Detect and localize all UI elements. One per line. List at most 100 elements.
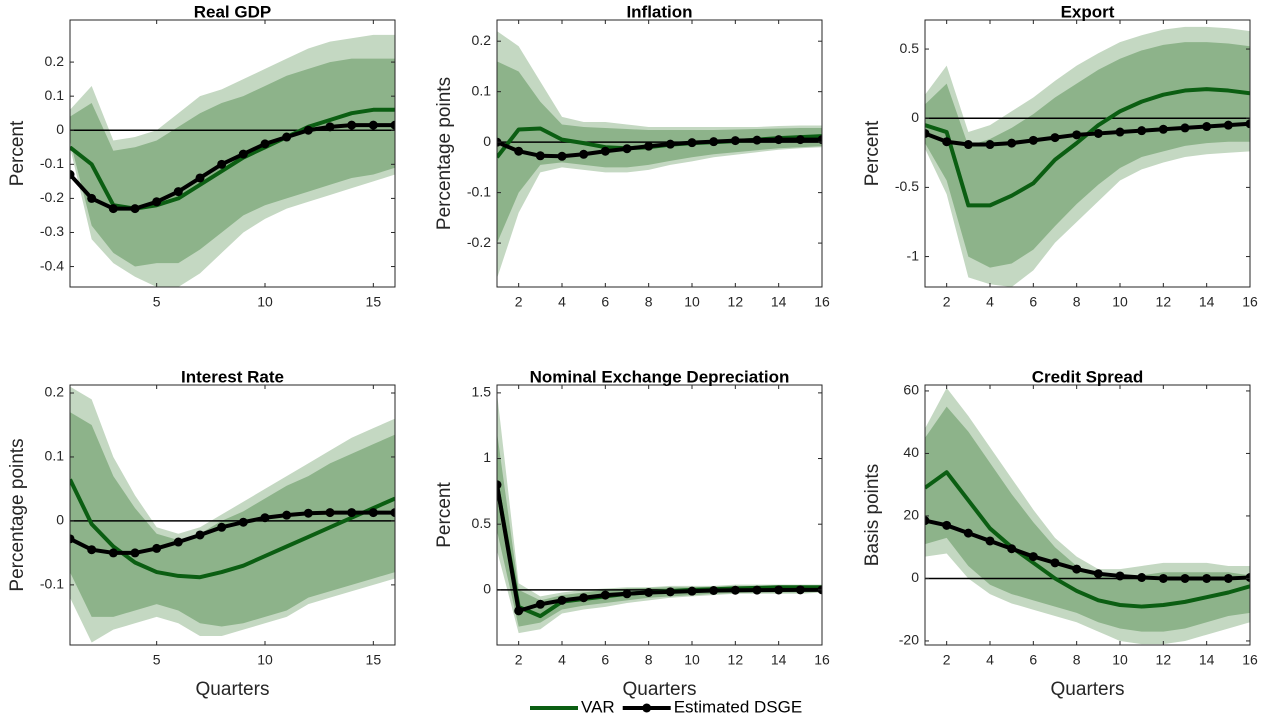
axes-box xyxy=(924,19,1251,288)
series-marker xyxy=(70,534,75,544)
series-marker xyxy=(985,140,995,150)
x-tick-label: 5 xyxy=(153,652,161,668)
series-line xyxy=(925,518,1250,581)
x-tick-label: 8 xyxy=(645,294,653,310)
series-marker xyxy=(925,516,930,526)
series-marker xyxy=(108,204,118,214)
x-tick-label: 10 xyxy=(1112,294,1128,310)
series-marker xyxy=(514,606,524,616)
series-marker xyxy=(390,508,395,518)
series-marker xyxy=(1137,126,1147,136)
series-marker xyxy=(963,528,973,538)
x-tick-label: 16 xyxy=(814,652,830,668)
x-tick-label: 2 xyxy=(943,294,951,310)
x-tick-label: 12 xyxy=(1156,294,1172,310)
legend-label: Estimated DSGE xyxy=(674,697,803,716)
series-marker xyxy=(985,536,995,546)
x-tick-label: 10 xyxy=(257,652,273,668)
y-axis-label: Percentage points xyxy=(434,77,455,230)
series-marker xyxy=(497,480,502,490)
series-marker xyxy=(795,135,805,145)
series-marker xyxy=(622,144,632,154)
series-marker xyxy=(1007,138,1017,148)
series-marker xyxy=(1115,127,1125,137)
panel-title: Inflation xyxy=(626,2,692,21)
x-tick-label: 14 xyxy=(771,294,787,310)
series-marker xyxy=(303,508,313,518)
series-marker xyxy=(557,595,567,605)
series-marker xyxy=(282,132,292,142)
y-tick-label: 0.1 xyxy=(472,82,492,98)
x-axis-label: Quarters xyxy=(1051,679,1125,700)
series-marker xyxy=(238,149,248,159)
y-tick-label: -0.1 xyxy=(467,183,491,199)
x-tick-label: 14 xyxy=(1199,652,1215,668)
x-tick-label: 6 xyxy=(1029,294,1037,310)
x-tick-label: 8 xyxy=(1073,652,1081,668)
series-line xyxy=(925,121,1250,147)
panel: 2 4 6 8 10 12 14 16 -0.2 -0.1 0 0.1 0.2 Inflation Perc… xyxy=(434,2,830,309)
y-tick-label: 0.2 xyxy=(45,384,65,400)
axes-box xyxy=(924,384,1251,646)
series-line xyxy=(497,484,822,613)
series-marker xyxy=(687,586,697,596)
series-marker xyxy=(1093,128,1103,138)
y-tick-label: -0.2 xyxy=(467,234,491,250)
series-marker xyxy=(1245,573,1250,582)
panel-title: Export xyxy=(1061,2,1115,21)
panel: 2 4 6 8 10 12 14 16 -1 -0.5 0 0.5 Export Percent xyxy=(862,2,1258,309)
series-marker xyxy=(390,120,395,130)
panel: 5 10 15 -0.4 -0.3 -0.2 -0.1 0 0.1 0.2 Real GDP Perc… xyxy=(7,2,396,310)
x-tick-label: 12 xyxy=(728,294,744,310)
y-tick-label: 0.2 xyxy=(472,32,492,48)
series-marker xyxy=(795,585,805,595)
x-tick-label: 15 xyxy=(366,652,382,668)
plot-area xyxy=(497,392,822,634)
series-marker xyxy=(1115,571,1125,581)
series-marker xyxy=(130,204,140,214)
x-tick-label: 6 xyxy=(601,294,609,310)
series-marker xyxy=(87,193,97,203)
x-tick-label: 10 xyxy=(1112,652,1128,668)
confidence-band xyxy=(497,392,822,634)
series-marker xyxy=(1072,564,1082,574)
series-marker xyxy=(557,151,567,161)
legend-label: VAR xyxy=(581,697,615,716)
confidence-band xyxy=(925,42,1250,268)
series-marker xyxy=(730,585,740,595)
y-tick-label: -1 xyxy=(907,247,920,263)
series-marker xyxy=(368,120,378,130)
x-axis-label: Quarters xyxy=(623,679,697,700)
series-marker xyxy=(644,587,654,597)
series-marker xyxy=(1180,573,1190,583)
x-tick-label: 4 xyxy=(558,652,566,668)
series-marker xyxy=(217,522,227,532)
series-marker xyxy=(774,135,784,145)
series-marker xyxy=(1202,573,1212,583)
x-tick-label: 16 xyxy=(1242,294,1258,310)
series-marker xyxy=(1050,558,1060,568)
series-marker xyxy=(752,135,762,145)
y-tick-label: 0 xyxy=(56,121,64,137)
y-tick-label: 0 xyxy=(911,569,919,585)
y-tick-label: 0.5 xyxy=(900,40,920,56)
y-axis-label: Percent xyxy=(434,482,455,548)
axes-box xyxy=(69,384,396,646)
series-marker xyxy=(752,585,762,595)
legend-marker xyxy=(642,703,652,713)
x-tick-label: 16 xyxy=(814,294,830,310)
y-axis-label: Percent xyxy=(7,120,28,186)
y-tick-label: 40 xyxy=(903,444,919,460)
series-marker xyxy=(1223,120,1233,130)
y-tick-label: 0 xyxy=(483,581,491,597)
series-marker xyxy=(1028,552,1038,562)
series-marker xyxy=(1007,544,1017,554)
series-marker xyxy=(687,138,697,148)
x-tick-label: 14 xyxy=(771,652,787,668)
series-marker xyxy=(217,159,227,169)
y-tick-label: -0.4 xyxy=(40,257,64,273)
series-marker xyxy=(579,593,589,603)
x-tick-label: 6 xyxy=(601,652,609,668)
series-marker xyxy=(709,586,719,596)
x-tick-label: 8 xyxy=(1073,294,1081,310)
